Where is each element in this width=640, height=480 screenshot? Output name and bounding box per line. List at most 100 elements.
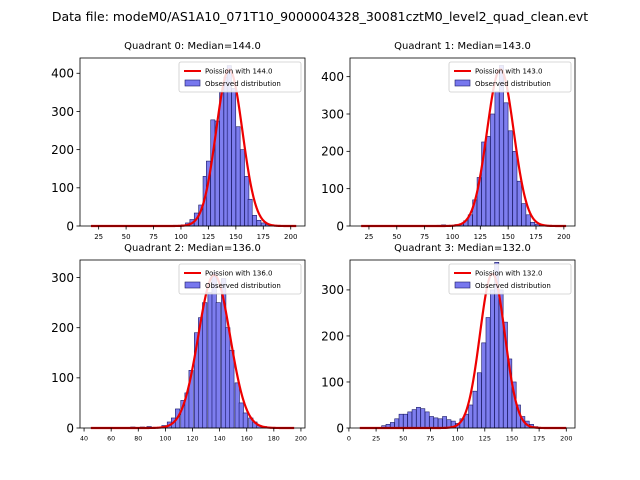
histogram-bar [512, 151, 518, 227]
histogram-bar [240, 149, 245, 227]
histogram-bar [231, 88, 237, 227]
y-tick-label: 100 [51, 181, 74, 195]
y-tick-label: 200 [321, 329, 344, 343]
histogram-bar [210, 119, 216, 227]
x-tick-label: 200 [284, 233, 297, 241]
histogram-bar [420, 408, 426, 429]
subplot-title: Quadrant 3: Median=132.0 [394, 243, 531, 254]
poisson-curve [359, 272, 567, 430]
legend-poisson-label: Poission with 144.0 [205, 68, 273, 76]
x-tick-label: 100 [159, 435, 171, 442]
x-tick-label: 140 [214, 435, 226, 442]
legend-observed-label: Observed distribution [475, 80, 551, 88]
histogram-bar [256, 219, 262, 227]
axes-frame [349, 57, 576, 227]
legend: Poission with 136.0 Observed distribution [178, 263, 302, 295]
legend: Poission with 143.0 Observed distribution [448, 61, 572, 93]
histogram-bar [521, 203, 527, 227]
histogram-bar [485, 136, 491, 227]
x-tick-label: 150 [501, 233, 514, 241]
x-tick-label: 80 [134, 435, 142, 442]
histogram-bar [219, 92, 224, 227]
histogram-bar [516, 180, 522, 227]
legend-observed-swatch [184, 79, 201, 87]
x-tick-label: 200 [560, 435, 572, 443]
histogram-bar [215, 302, 221, 429]
x-tick-label: 50 [122, 233, 131, 241]
legend: Poission with 132.0 Observed distribution [448, 263, 572, 295]
y-tick-label: 0 [66, 219, 74, 233]
histogram-bar [202, 302, 208, 429]
y-tick-label: 300 [51, 105, 74, 119]
histogram-bar [403, 413, 408, 429]
y-tick-label: 300 [51, 271, 74, 285]
histogram-bars [436, 65, 545, 227]
histogram-bar [437, 418, 443, 429]
y-tick-label: 0 [336, 421, 344, 435]
legend-poisson-label: Poission with 136.0 [205, 270, 273, 278]
x-tick-label: 150 [229, 233, 242, 241]
histogram-bar [433, 417, 439, 429]
y-tick-label: 400 [321, 70, 344, 84]
histogram-bar [398, 413, 404, 429]
subplot-quadrant-3: Quadrant 3: Median=132.0 0 25 50 75 100 125 150… [321, 243, 576, 443]
y-tick-label: 400 [51, 67, 74, 81]
x-tick-label: 200 [557, 233, 570, 241]
legend-observed-label: Observed distribution [475, 282, 551, 290]
histogram-bar [411, 409, 417, 429]
histogram-bar [229, 349, 235, 429]
y-tick-label: 100 [321, 182, 344, 196]
x-tick-label: 100 [451, 435, 463, 443]
y-tick-label: 100 [51, 371, 74, 385]
legend-observed-swatch [184, 281, 201, 289]
histogram-bar [530, 221, 536, 227]
legend-box [448, 61, 572, 93]
x-tick-label: 175 [529, 233, 542, 241]
subplot-title: Quadrant 1: Median=143.0 [394, 41, 531, 52]
histogram-bar [485, 317, 491, 429]
x-tick-label: 75 [149, 233, 158, 241]
histogram-bar [407, 411, 413, 429]
legend-poisson-label: Poission with 143.0 [475, 68, 543, 76]
histogram-bar [503, 102, 509, 227]
histogram-bar [490, 289, 495, 429]
subplot-quadrant-1: Quadrant 1: Median=143.0 25 50 75 100 125 150 1… [321, 41, 576, 241]
poisson-curve [361, 68, 567, 228]
histogram-bar [394, 418, 400, 429]
legend-box [178, 263, 302, 295]
subplot-grid: Quadrant 0: Median=144.0 25 50 75 100 125 150 1… [51, 41, 576, 443]
y-tick-label: 100 [321, 375, 344, 389]
x-tick-label: 0 [347, 435, 351, 443]
x-tick-label: 100 [446, 233, 459, 241]
legend-observed-swatch [454, 79, 471, 87]
axes-frame [79, 57, 306, 227]
x-tick-label: 150 [506, 435, 518, 443]
x-tick-label: 75 [420, 233, 429, 241]
x-tick-label: 200 [295, 435, 307, 442]
histogram-bar [481, 342, 487, 429]
histogram-bars [130, 272, 267, 429]
y-tick-label: 200 [321, 145, 344, 159]
histogram-bar [252, 215, 257, 227]
histogram-bar [525, 214, 531, 227]
x-tick-label: 125 [202, 233, 215, 241]
x-tick-label: 160 [241, 435, 253, 442]
x-tick-label: 125 [474, 233, 487, 241]
axes-frame [349, 259, 576, 429]
histogram-bar [490, 113, 495, 227]
x-tick-label: 75 [426, 435, 434, 443]
histogram-bar [235, 126, 241, 227]
y-tick-label: 200 [51, 321, 74, 335]
histogram-bar [494, 91, 500, 227]
x-tick-label: 60 [107, 435, 115, 442]
histogram-bar [260, 222, 266, 227]
y-tick-label: 300 [321, 283, 344, 297]
x-tick-label: 175 [533, 435, 545, 443]
histogram-bar [472, 390, 478, 429]
legend-observed-label: Observed distribution [205, 282, 281, 290]
x-tick-label: 50 [399, 435, 407, 443]
y-tick-label: 0 [66, 421, 74, 435]
histogram-bar [442, 416, 447, 429]
subplot-title: Quadrant 2: Median=136.0 [124, 243, 261, 254]
histogram-bar [476, 372, 482, 429]
